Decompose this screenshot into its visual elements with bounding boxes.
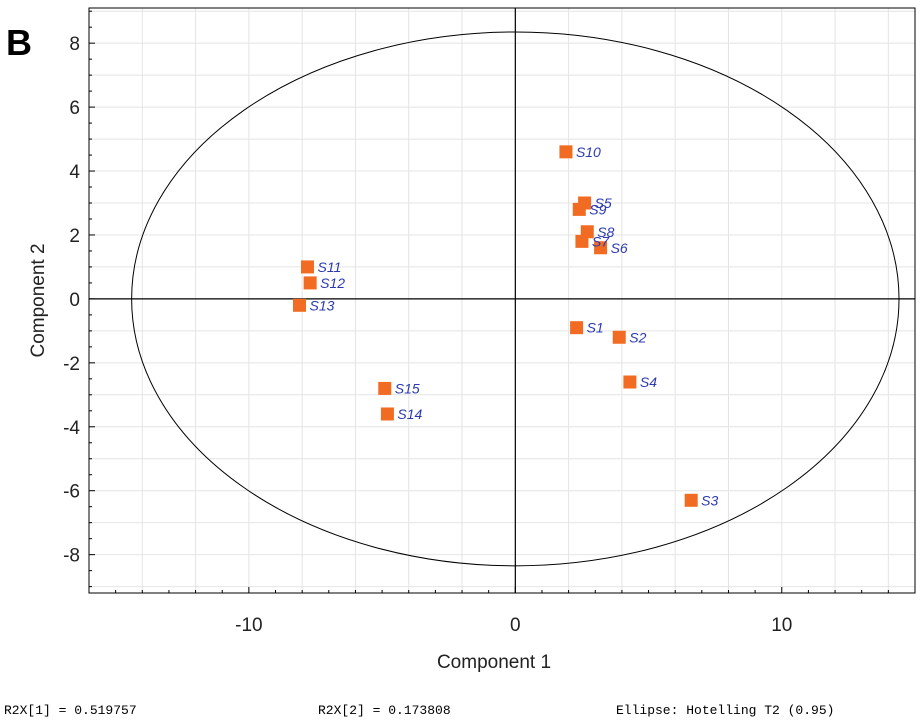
y-tick-label: 6 <box>69 98 80 119</box>
point-marker <box>580 225 594 239</box>
x-tick-label: 0 <box>510 615 521 636</box>
data-point: S2 <box>612 329 647 345</box>
point-label: S14 <box>397 406 422 422</box>
x-tick-labels: -10 0 10 <box>235 615 792 636</box>
y-tick-labels: -8 -6 -4 -2 0 2 4 6 8 <box>63 34 80 566</box>
point-label: S2 <box>629 329 646 345</box>
y-tick-label: 2 <box>69 226 80 247</box>
pca-score-plot: -10 0 10 -8 -6 -4 -2 0 2 4 6 8 Component 1 Compone… <box>28 7 916 673</box>
point-label: S7 <box>592 233 610 249</box>
point-marker <box>623 375 637 389</box>
data-point: S9 <box>572 201 607 217</box>
data-point: S7 <box>575 233 610 249</box>
y-tick-label: -4 <box>63 418 80 439</box>
point-label: S10 <box>576 144 601 160</box>
y-tick-label: 8 <box>69 34 80 55</box>
plot-frame <box>88 7 916 594</box>
point-label: S3 <box>701 492 718 508</box>
y-tick-label: -8 <box>63 546 80 567</box>
y-tick-label: -6 <box>63 482 80 503</box>
point-label: S5 <box>595 195 612 211</box>
point-label: S1 <box>587 320 604 336</box>
panel-label: B <box>6 22 32 63</box>
point-label: S12 <box>320 275 345 291</box>
point-marker <box>684 493 698 507</box>
point-marker <box>559 145 573 159</box>
data-point: S14 <box>380 406 423 422</box>
data-point: S12 <box>303 275 345 291</box>
point-label: S13 <box>309 297 334 313</box>
minor-ticks <box>88 10 916 593</box>
point-marker <box>303 276 317 290</box>
ellipse-text: Ellipse: Hotelling T2 (0.95) <box>616 703 835 718</box>
x-tick-label: -10 <box>235 615 262 636</box>
point-label: S6 <box>611 240 628 256</box>
data-point: S15 <box>378 380 420 396</box>
r2x1-text: R2X[1] = 0.519757 <box>4 703 137 718</box>
data-point: S13 <box>292 297 335 313</box>
point-label: S11 <box>317 259 341 275</box>
data-point: S8 <box>580 224 615 240</box>
data-point: S4 <box>623 374 657 390</box>
point-marker <box>292 298 306 312</box>
hotelling-ellipse <box>131 31 900 567</box>
y-axis-label: Component 2 <box>28 243 49 357</box>
data-point: S6 <box>594 240 628 256</box>
point-label: S8 <box>597 224 614 240</box>
point-label: S9 <box>589 201 606 217</box>
point-marker <box>380 407 394 421</box>
point-label: S4 <box>640 374 657 390</box>
point-marker <box>612 330 626 344</box>
point-marker <box>594 241 608 255</box>
grid <box>88 8 915 593</box>
data-point: S3 <box>684 492 719 508</box>
data-point: S1 <box>570 320 604 336</box>
point-marker <box>300 260 314 274</box>
data-point: S11 <box>300 259 341 275</box>
r2x2-text: R2X[2] = 0.173808 <box>318 703 451 718</box>
y-tick-label: 4 <box>69 162 80 183</box>
x-axis-label: Component 1 <box>437 652 551 673</box>
x-tick-label: 10 <box>771 615 792 636</box>
data-point: S10 <box>559 144 601 160</box>
point-marker <box>570 321 584 335</box>
point-marker <box>572 202 586 216</box>
point-label: S15 <box>395 380 420 396</box>
y-tick-label: 0 <box>69 290 80 311</box>
point-marker <box>378 381 392 395</box>
y-tick-label: -2 <box>63 354 80 375</box>
